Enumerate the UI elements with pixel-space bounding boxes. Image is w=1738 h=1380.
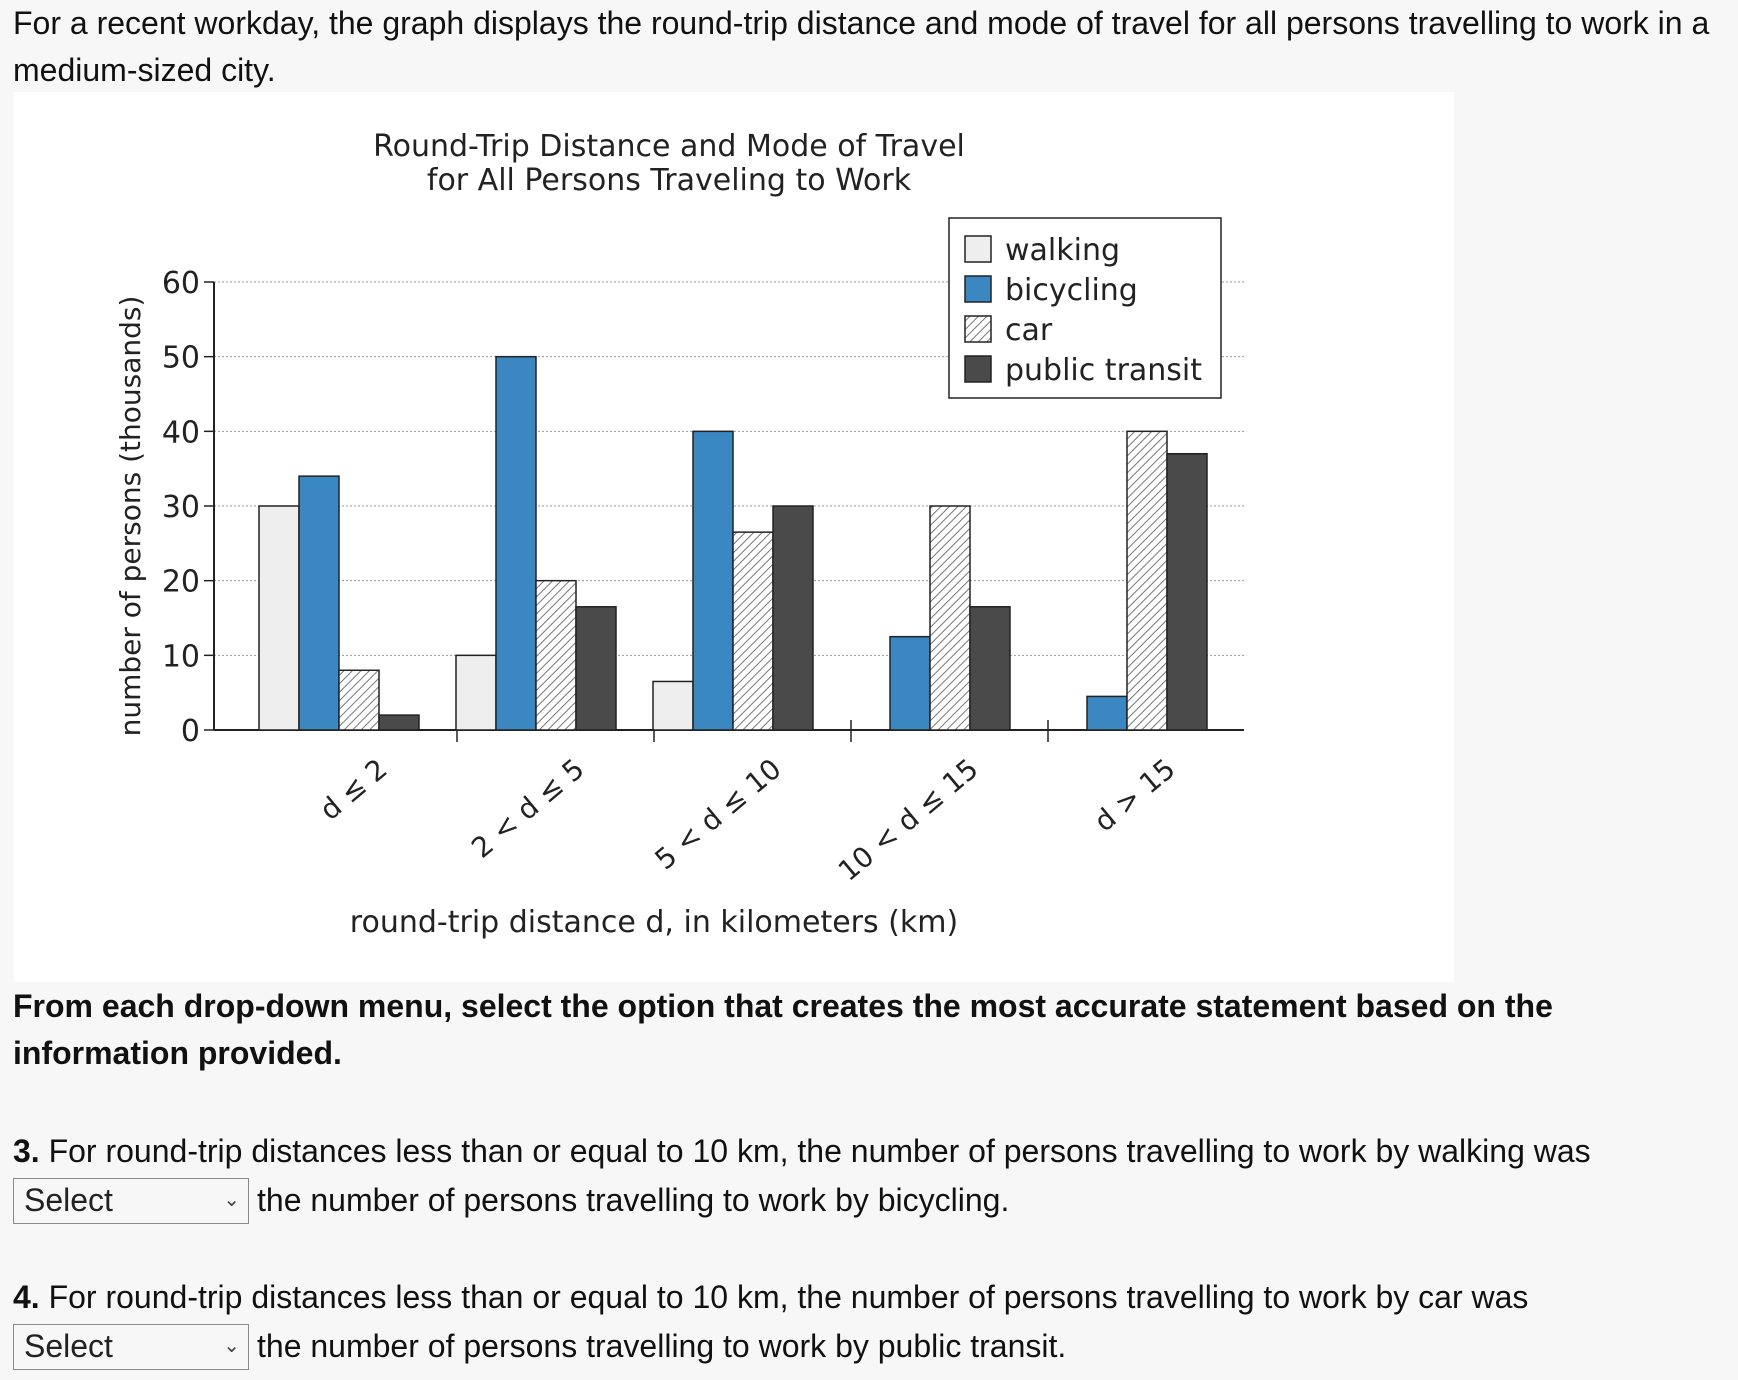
bar-bicycling <box>1086 695 1128 731</box>
bar-walking <box>455 654 497 731</box>
y-tick-label: 50 <box>162 341 200 376</box>
question-number: 4. <box>13 1279 40 1315</box>
select-value: Select <box>24 1181 113 1218</box>
legend-label: public transit <box>1005 353 1202 388</box>
chart-panel: Round-Trip Distance and Mode of Travel fo… <box>14 92 1454 982</box>
bar-public-transit <box>969 606 1011 731</box>
chart-title: for All Persons Traveling to Work <box>427 163 912 198</box>
legend-swatch <box>964 315 992 343</box>
chevron-down-icon: ⌄ <box>223 1188 240 1211</box>
instruction-text: From each drop-down menu, select the opt… <box>13 988 1553 1071</box>
question-text-after: the number of persons travelling to work… <box>257 1182 1010 1218</box>
bar-chart: Round-Trip Distance and Mode of Travelfo… <box>114 129 1244 940</box>
intro-text: For a recent workday, the graph displays… <box>13 5 1710 88</box>
bar-car <box>1126 430 1168 731</box>
y-tick-label: 30 <box>162 490 200 525</box>
question-text-after: the number of persons travelling to work… <box>257 1328 1067 1364</box>
select-value: Select <box>24 1327 113 1364</box>
y-tick-label: 20 <box>162 565 200 600</box>
legend-label: bicycling <box>1005 273 1138 308</box>
bar-bicycling <box>298 475 340 731</box>
legend-label: car <box>1005 313 1053 348</box>
legend-swatch <box>964 275 992 303</box>
bar-bicycling <box>889 635 931 731</box>
bar-bicycling <box>495 355 537 731</box>
y-tick-label: 60 <box>162 266 200 301</box>
y-tick-label: 10 <box>162 639 200 674</box>
y-axis-label: number of persons (thousands) <box>114 296 147 737</box>
x-tick-label: d ≤ 2 <box>313 752 393 827</box>
y-tick-label: 40 <box>162 415 200 450</box>
x-tick-label: 5 < d ≤ 10 <box>649 752 788 876</box>
y-tick-label: 0 <box>181 714 200 749</box>
bar-bicycling <box>692 430 734 731</box>
bar-car <box>535 579 577 731</box>
x-tick-label: 2 < d ≤ 5 <box>465 752 590 865</box>
legend-label: walking <box>1005 233 1120 268</box>
bar-public-transit <box>772 505 814 731</box>
bar-walking <box>652 680 694 731</box>
question-text-before: For round-trip distances less than or eq… <box>48 1133 1591 1169</box>
bar-walking <box>258 505 300 731</box>
chart-title: Round-Trip Distance and Mode of Travel <box>373 129 965 164</box>
legend-swatch <box>964 355 992 383</box>
x-axis-label: round-trip distance d, in kilometers (km… <box>350 905 958 940</box>
bar-car <box>338 669 380 731</box>
select-dropdown-q3[interactable]: Select ⌄ <box>13 1177 249 1224</box>
question-number: 3. <box>13 1133 40 1169</box>
bar-public-transit <box>378 714 420 731</box>
bar-public-transit <box>1166 452 1208 731</box>
bar-car <box>732 531 774 731</box>
question-3: 3. For round-trip distances less than or… <box>13 1127 1723 1225</box>
bar-car <box>929 505 971 731</box>
bar-public-transit <box>575 606 617 731</box>
x-tick-label: d > 15 <box>1088 752 1182 838</box>
chevron-down-icon: ⌄ <box>223 1334 240 1357</box>
legend <box>948 217 1222 399</box>
question-text-before: For round-trip distances less than or eq… <box>48 1279 1529 1315</box>
legend-swatch <box>964 235 992 263</box>
question-4: 4. For round-trip distances less than or… <box>13 1273 1723 1371</box>
x-tick-label: 10 < d ≤ 15 <box>832 752 985 888</box>
select-dropdown-q4[interactable]: Select ⌄ <box>13 1323 249 1370</box>
